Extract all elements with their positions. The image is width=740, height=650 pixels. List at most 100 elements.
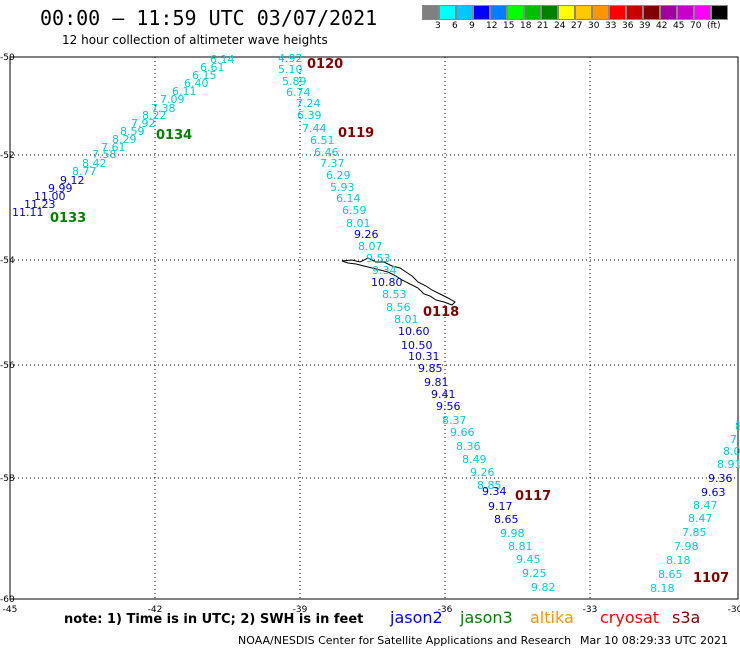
- legend-label: 3: [435, 21, 441, 31]
- wave-height-value: 10.60: [398, 325, 430, 338]
- south-georgia-coastline: [341, 257, 456, 306]
- wave-height-value: 8.37: [442, 414, 467, 427]
- wave-height-value: 10.50: [401, 339, 433, 352]
- gridlines: [10, 56, 738, 600]
- legend-swatch: [592, 5, 609, 20]
- legend-swatch: [609, 5, 626, 20]
- page-subtitle: 12 hour collection of altimeter wave hei…: [62, 33, 328, 47]
- wave-height-value: 7.38: [151, 102, 176, 115]
- wave-height-value: 9.53: [366, 252, 391, 265]
- wave-height-value: 9.99: [48, 182, 73, 195]
- wave-height-value: 9.25: [522, 567, 547, 580]
- wave-height-value: 8.18: [666, 554, 691, 567]
- y-tick-label: -58: [0, 474, 15, 484]
- wave-height-value: 9.85: [418, 362, 443, 375]
- timestamp-text: Mar 10 08:29:33 UTC 2021: [580, 634, 728, 647]
- wave-height-value: 9.36: [708, 472, 733, 485]
- wave-height-value: 8.36: [456, 440, 481, 453]
- wave-height-value: 9.82: [531, 581, 556, 594]
- wave-height-tracks: 4.925.105.896.747.246.397.446.516.467.37…: [12, 52, 740, 595]
- y-tick-label: -50: [0, 53, 15, 63]
- wave-height-value: 9.34: [372, 264, 397, 277]
- legend-swatch: [677, 5, 694, 20]
- pass-label: 0117: [515, 489, 551, 504]
- wave-height-value: 9.45: [516, 553, 541, 566]
- wave-height-value: 9.34: [482, 485, 507, 498]
- legend-cryosat: cryosat: [600, 608, 660, 627]
- x-tick-label: -33: [583, 605, 598, 615]
- pass-label: 0119: [338, 126, 374, 141]
- wave-height-value: 8.18: [650, 582, 675, 595]
- wave-height-value: 6.11: [172, 85, 197, 98]
- wave-height-value: 8.81: [508, 540, 533, 553]
- wave-height-value: 9.26: [470, 466, 495, 479]
- legend-swatch: [422, 5, 439, 20]
- wave-height-value: 8.53: [382, 288, 407, 301]
- page-title: 00:00 – 11:59 UTC 03/07/2021: [40, 6, 378, 30]
- legend-label: 30: [588, 21, 600, 31]
- wave-height-value: 10.31: [408, 350, 440, 363]
- wave-height-value: 7.44: [302, 122, 327, 135]
- legend-label: 70: [690, 21, 702, 31]
- legend-jason2: jason2: [390, 608, 443, 627]
- wave-height-value: 8.77: [72, 165, 97, 178]
- pass-label: 1107: [693, 571, 729, 586]
- wave-height-value: 6.46: [314, 146, 339, 159]
- legend-swatch: [643, 5, 660, 20]
- wave-height-value: 11.23: [24, 198, 56, 211]
- wave-height-value: 8.01: [394, 313, 419, 326]
- wave-height-value: 6.74: [286, 86, 311, 99]
- legend-swatch: [456, 5, 473, 20]
- wave-height-value: 10.80: [371, 276, 403, 289]
- legend-swatch: [711, 5, 728, 20]
- wave-height-value: 9.81: [424, 376, 449, 389]
- pass-labels: 0120 0119 0118 0117 0134 0133 1107: [50, 57, 729, 586]
- wave-height-value: 9.63: [701, 486, 726, 499]
- pass-label: 0134: [156, 128, 192, 143]
- wave-height-value: 9.12: [60, 174, 85, 187]
- wave-height-value: 6.61: [200, 61, 225, 74]
- y-tick-label: -54: [0, 256, 15, 266]
- wave-height-value: 8.85: [477, 479, 502, 492]
- wave-height-value: 11.00: [34, 190, 66, 203]
- wave-height-value: 9.26: [354, 228, 379, 241]
- wave-height-value: 8.29: [112, 133, 137, 146]
- wave-height-value: 7.24: [296, 97, 321, 110]
- wave-height-value: 6.51: [310, 134, 335, 147]
- legend-label: 9: [469, 21, 475, 31]
- x-tick-label: -42: [148, 605, 163, 615]
- legend-swatch: [439, 5, 456, 20]
- wave-height-value: 7.09: [160, 93, 185, 106]
- legend-label: 21: [537, 21, 549, 31]
- wave-height-value: 8.91: [717, 458, 740, 471]
- legend-swatch: [558, 5, 575, 20]
- pass-label: 0118: [423, 305, 459, 320]
- legend-swatch: [541, 5, 558, 20]
- legend-swatch: [694, 5, 711, 20]
- legend-label: 39: [639, 21, 651, 31]
- legend-label: 6: [452, 21, 458, 31]
- legend-label: 12: [486, 21, 498, 31]
- wave-height-value: 7.61: [101, 141, 126, 154]
- wave-height-value: 5.10: [278, 63, 303, 76]
- wave-height-value: 6.15: [192, 69, 217, 82]
- legend-swatch: [660, 5, 677, 20]
- footer-note: note: 1) Time is in UTC; 2) SWH is in fe…: [64, 612, 364, 627]
- wave-height-value: 4.92: [278, 52, 303, 65]
- wave-height-value: 6.39: [297, 109, 322, 122]
- wave-height-value: 8.47: [693, 499, 718, 512]
- wave-height-value: 8.59: [120, 125, 145, 138]
- legend-swatch: [490, 5, 507, 20]
- wave-height-value: 5.93: [330, 181, 355, 194]
- wave-height-value: 8.47: [688, 512, 713, 525]
- wave-height-value: 8.01: [346, 217, 371, 230]
- legend-label: 27: [571, 21, 583, 31]
- wave-height-value: 9.41: [431, 388, 456, 401]
- legend-swatch: [473, 5, 490, 20]
- wave-height-value: 7.98: [674, 540, 699, 553]
- wave-height-value: 8.42: [82, 157, 107, 170]
- legend-swatch: [575, 5, 592, 20]
- wave-height-value: 8.22: [142, 109, 167, 122]
- wave-height-value: 6.14: [336, 192, 361, 205]
